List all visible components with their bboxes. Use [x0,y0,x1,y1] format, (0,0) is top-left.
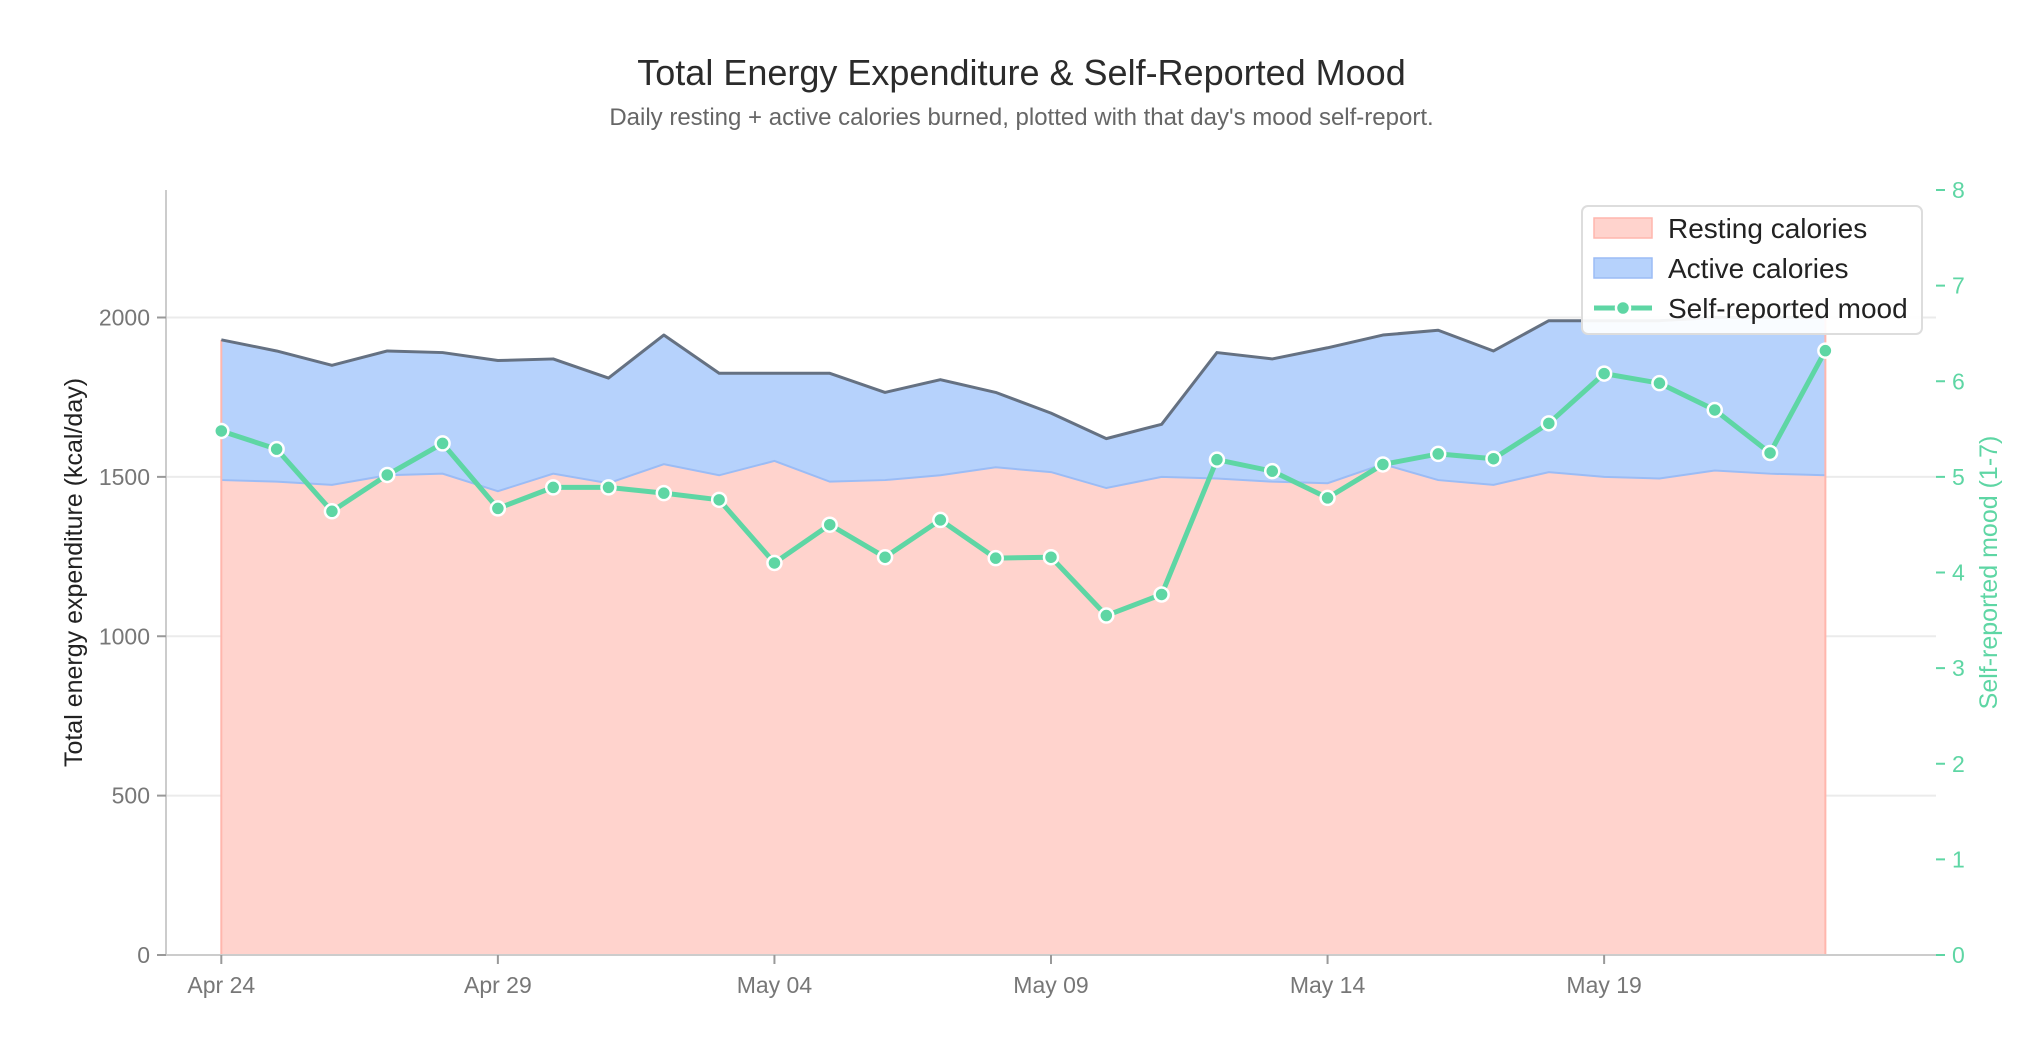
mood-point [766,554,783,572]
mood-point [1429,445,1447,463]
mood-line [220,349,1828,619]
x-tick-label: Apr 24 [187,972,255,998]
area-layer [220,316,1827,955]
mood-point [489,500,507,517]
mood-point [1098,607,1115,624]
x-tick-label: Apr 29 [464,972,532,998]
legend-swatch [1593,217,1653,239]
legend-label: Self-reported mood [1668,293,1908,324]
legend-box [1581,205,1923,335]
mood-point [876,548,894,566]
mood-point [544,479,562,496]
y2-tick-label: 2 [1952,751,1965,777]
mood-point [1208,451,1226,468]
mood-point [710,491,728,509]
legend: Resting calories Active calories Self-repo… [1581,205,1923,335]
legend-label: Active calories [1668,253,1849,284]
mood-point [1153,586,1170,603]
mood-point [379,466,396,484]
legend-marker [1614,299,1632,317]
mood-point [1706,401,1723,419]
mood-point [600,479,617,496]
y-tick-label: 1000 [99,623,150,649]
y2-tick-label: 7 [1952,273,1965,299]
y2-tick-label: 3 [1952,655,1965,681]
mood-point [821,516,838,533]
mood-point [323,503,341,520]
y-axis-title: Total energy expenditure (kcal/day) [60,378,88,767]
y2-axis-title: Self-reported mood (1-7) [1975,436,2003,710]
y2-tick-label: 4 [1952,560,1965,586]
mood-point [1374,456,1392,473]
mood-point [987,549,1004,567]
resting-calories-area [221,460,1826,955]
y-tick-label: 500 [112,783,150,809]
mood-point [213,422,230,440]
mood-point [932,511,949,529]
mood-point [1540,415,1558,432]
y-tick-label: 0 [137,942,150,968]
chart-title: Total Energy Expenditure & Self-Reported… [637,52,1406,93]
chart-subtitle: Daily resting + active calories burned, … [609,104,1434,131]
y2-tick-label: 1 [1952,846,1965,872]
y2-tick-label: 8 [1952,177,1965,203]
legend-swatch [1593,257,1653,279]
total-calories-line [221,316,1826,441]
y2-tick-label: 0 [1952,942,1965,968]
mood-line-layer [213,342,1834,624]
mood-point [1319,489,1336,507]
axis-layer: 0 500 1000 1500 2000 0 1 2 3 4 5 6 7 8 Apr 24 Apr 29 May… [60,177,2003,998]
y2-tick-label: 5 [1952,464,1965,490]
mood-point [1485,450,1502,467]
mood-point [1264,462,1281,480]
y-tick-label: 2000 [99,305,150,331]
x-tick-label: May 19 [1566,972,1641,998]
mood-point [434,435,451,452]
x-tick-label: May 09 [1013,972,1088,998]
mood-point [268,440,285,458]
x-tick-label: May 14 [1290,972,1366,998]
mood-point [655,484,673,502]
mood-point [1761,444,1779,462]
x-tick-label: May 04 [737,972,813,998]
y2-tick-label: 6 [1952,368,1965,394]
mood-point [1651,374,1668,392]
mood-point [1595,365,1613,382]
mood-point [1817,342,1834,359]
y-tick-label: 1500 [99,464,150,490]
legend-label: Resting calories [1668,213,1867,244]
resting-calories-line [221,459,1826,493]
mood-point [1042,548,1060,566]
